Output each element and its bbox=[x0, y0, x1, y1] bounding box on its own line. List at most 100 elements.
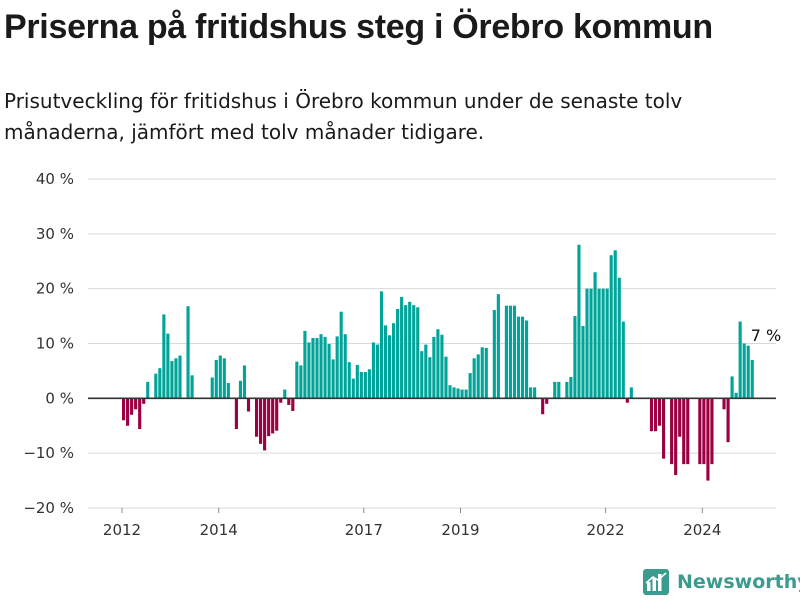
x-tick-label: 2022 bbox=[587, 521, 625, 539]
chart-title: Priserna på fritidshus steg i Örebro kom… bbox=[4, 8, 713, 46]
bar bbox=[339, 311, 343, 399]
bar bbox=[553, 381, 557, 399]
bar bbox=[283, 389, 287, 399]
bar bbox=[529, 387, 533, 399]
bar bbox=[569, 376, 573, 399]
bar bbox=[621, 321, 625, 399]
bar bbox=[710, 398, 714, 465]
y-tick-label: 20 % bbox=[36, 280, 74, 298]
bar bbox=[335, 336, 339, 399]
y-tick-label: −20 % bbox=[23, 499, 74, 517]
bar bbox=[649, 398, 654, 432]
bar bbox=[678, 398, 682, 437]
bar bbox=[347, 362, 351, 399]
bar bbox=[267, 398, 271, 437]
bar bbox=[287, 398, 291, 405]
bar bbox=[420, 351, 424, 399]
bar bbox=[581, 325, 585, 399]
bar bbox=[609, 255, 613, 399]
bar bbox=[404, 305, 408, 399]
bar bbox=[472, 358, 476, 399]
bar bbox=[597, 288, 601, 399]
bar bbox=[190, 375, 194, 399]
bar bbox=[279, 398, 283, 403]
bar bbox=[130, 398, 134, 415]
x-tick-label: 2012 bbox=[103, 521, 141, 539]
bar bbox=[593, 272, 597, 399]
bar bbox=[533, 387, 537, 399]
bar-chart-logo-icon bbox=[643, 569, 669, 595]
bar bbox=[234, 398, 238, 430]
bar bbox=[226, 382, 230, 399]
bar bbox=[722, 398, 726, 410]
bar bbox=[375, 344, 380, 399]
bar bbox=[416, 307, 420, 399]
bar bbox=[412, 305, 416, 399]
bar bbox=[577, 244, 581, 399]
bar bbox=[617, 277, 621, 399]
bar bbox=[170, 361, 174, 399]
bar bbox=[496, 294, 500, 399]
bar bbox=[653, 398, 658, 432]
bar bbox=[343, 334, 347, 399]
x-tick-label: 2014 bbox=[200, 521, 238, 539]
x-tick-label: 2024 bbox=[683, 521, 721, 539]
bar bbox=[730, 376, 734, 399]
bar bbox=[331, 359, 335, 399]
bar bbox=[126, 398, 130, 426]
bar bbox=[214, 359, 218, 399]
bar bbox=[387, 335, 392, 399]
bar bbox=[424, 344, 428, 399]
bar bbox=[444, 356, 448, 399]
y-tick-label: 0 % bbox=[45, 389, 74, 407]
bar bbox=[613, 250, 617, 399]
bar bbox=[246, 398, 251, 412]
bar bbox=[545, 398, 549, 404]
bar bbox=[686, 398, 690, 465]
bar bbox=[242, 365, 247, 399]
bar bbox=[492, 310, 496, 399]
bar bbox=[629, 387, 633, 399]
chart-subtitle: Prisutveckling för fritidshus i Örebro k… bbox=[4, 89, 683, 144]
brand-logo[interactable]: Newsworthy bbox=[643, 566, 800, 598]
y-tick-label: 10 % bbox=[36, 335, 74, 353]
bar bbox=[396, 308, 400, 399]
bar bbox=[670, 398, 674, 465]
bar bbox=[146, 381, 150, 399]
bar bbox=[259, 398, 263, 444]
bar bbox=[174, 358, 178, 399]
bar bbox=[291, 398, 295, 411]
bar bbox=[464, 389, 468, 399]
bar bbox=[323, 336, 327, 399]
y-tick-label: 40 % bbox=[36, 170, 74, 188]
bar bbox=[359, 372, 363, 399]
bar bbox=[452, 387, 456, 399]
bar bbox=[307, 342, 311, 399]
bar bbox=[428, 357, 432, 399]
bar bbox=[738, 321, 742, 399]
bar bbox=[746, 345, 750, 399]
bar bbox=[585, 288, 589, 399]
bar bbox=[383, 325, 388, 399]
bar bbox=[210, 377, 214, 399]
bar bbox=[432, 336, 436, 399]
bar bbox=[142, 398, 146, 404]
bar bbox=[476, 354, 480, 399]
bar bbox=[674, 398, 678, 476]
bar bbox=[662, 398, 666, 459]
bar bbox=[706, 398, 710, 481]
bar bbox=[355, 364, 359, 399]
bar bbox=[605, 288, 609, 399]
bar bbox=[508, 305, 513, 399]
bar bbox=[520, 316, 525, 399]
bar bbox=[392, 323, 396, 399]
y-tick-label: −10 % bbox=[23, 444, 74, 462]
bar bbox=[625, 398, 629, 403]
bar bbox=[742, 343, 746, 399]
bar bbox=[601, 288, 605, 399]
bar bbox=[480, 347, 484, 399]
bar bbox=[698, 398, 702, 465]
bar bbox=[750, 359, 754, 399]
bar bbox=[271, 398, 275, 434]
bar bbox=[589, 288, 593, 399]
